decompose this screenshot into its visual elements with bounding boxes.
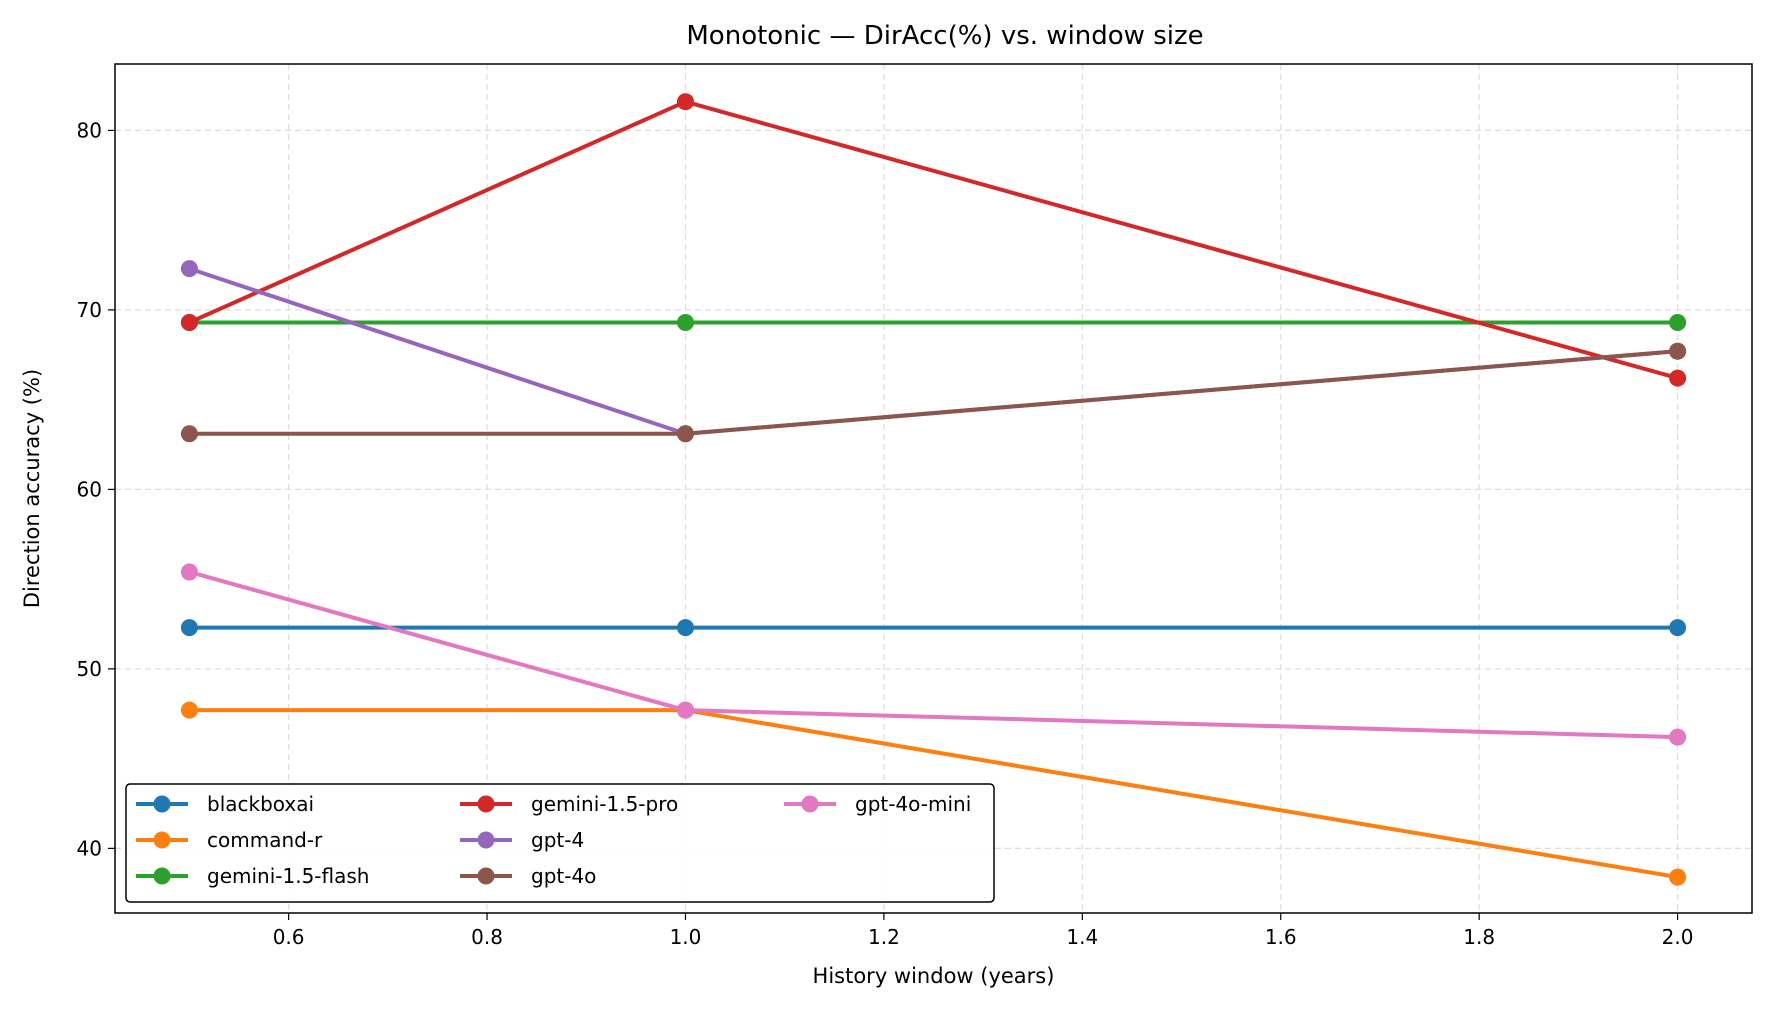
legend-marker-gpt-4o-mini (801, 795, 819, 813)
legend-marker-blackboxai (153, 795, 171, 813)
data-point-blackboxai (676, 619, 694, 637)
series-line-gpt-4o (189, 349, 1678, 436)
y-tick-label: 70 (77, 298, 102, 322)
data-point-gemini-1-5-flash (1669, 313, 1687, 331)
data-point-gpt-4o-mini (180, 563, 198, 581)
y-axis-label: Direction accuracy (%) (20, 369, 44, 608)
y-axis: 40 50 60 70 80 (77, 118, 115, 860)
legend-marker-gemini-1-5-flash (153, 867, 171, 885)
legend-label-command-r: command-r (207, 828, 323, 852)
legend-marker-gpt-4 (477, 831, 495, 849)
legend-marker-command-r (153, 831, 171, 849)
data-point-gpt-4o (180, 425, 198, 443)
data-point-command-r (180, 701, 198, 719)
data-point-blackboxai (1669, 619, 1687, 637)
data-point-gpt-4o (676, 425, 694, 443)
y-tick-label: 40 (77, 836, 102, 860)
y-tick-label: 80 (77, 118, 102, 142)
y-tick-label: 60 (77, 477, 102, 501)
legend-label-gpt-4: gpt-4 (531, 828, 584, 852)
data-point-blackboxai (180, 619, 198, 637)
y-tick-label: 50 (77, 657, 102, 681)
data-point-gemini-1-5-pro (676, 93, 694, 111)
legend-label-gemini-1-5-flash: gemini-1.5-flash (207, 864, 369, 888)
legend-label-gpt-4o-mini: gpt-4o-mini (855, 792, 971, 816)
legend-box (125, 783, 995, 903)
x-tick-label: 1.8 (1463, 925, 1495, 949)
legend-label-gemini-1-5-pro: gemini-1.5-pro (531, 792, 678, 816)
legend-label-blackboxai: blackboxai (207, 792, 314, 816)
data-point-gpt-4o-mini (1669, 728, 1687, 746)
x-tick-label: 1.6 (1265, 925, 1297, 949)
series-line-gpt-4o-mini (188, 570, 1678, 740)
legend-label-gpt-4o: gpt-4o (531, 864, 596, 888)
x-tick-label: 1.2 (868, 925, 900, 949)
x-tick-label: 2.0 (1662, 925, 1694, 949)
series-line-gemini-1-5-pro (188, 99, 1679, 381)
x-tick-label: 0.8 (471, 925, 503, 949)
data-point-gpt-4o-mini (676, 701, 694, 719)
plot-area (114, 63, 1753, 914)
data-point-gemini-1-5-flash (676, 313, 694, 331)
x-tick-label: 0.6 (273, 925, 305, 949)
legend: blackboxai command-r gemini-1.5-flash gemin… (125, 783, 995, 903)
legend-marker-gemini-1-5-pro (477, 795, 495, 813)
data-point-gpt-4o (1669, 342, 1687, 360)
chart-title: Monotonic — DirAcc(%) vs. window size (686, 21, 1203, 51)
x-tick-label: 1.0 (670, 925, 702, 949)
x-axis-label: History window (years) (813, 964, 1055, 988)
series-points (180, 93, 1687, 886)
x-axis: 0.6 0.8 1.0 1.2 1.4 1.6 1.8 2.0 (273, 913, 1694, 949)
data-point-gemini-1-5-pro (180, 313, 198, 331)
data-point-command-r (1669, 868, 1687, 886)
series-lines (188, 99, 1679, 880)
legend-marker-gpt-4o (477, 867, 495, 885)
data-point-gpt-4 (180, 260, 198, 278)
x-tick-label: 1.4 (1066, 925, 1098, 949)
series-line-gpt-4 (188, 266, 1678, 436)
data-point-gemini-1-5-pro (1669, 369, 1687, 387)
